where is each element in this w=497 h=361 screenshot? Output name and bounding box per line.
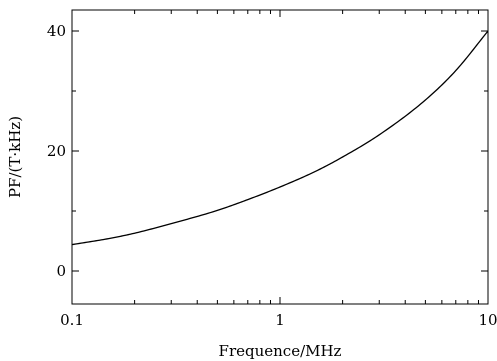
y-tick-label: 0 bbox=[56, 262, 66, 280]
x-axis-label: Frequence/MHz bbox=[219, 342, 342, 360]
y-tick-label: 20 bbox=[47, 142, 66, 160]
tick-labels: 0.1 1 10 0 20 40 bbox=[47, 22, 497, 329]
x-tick-label: 1 bbox=[275, 311, 285, 329]
plot-frame bbox=[71, 9, 489, 305]
x-tick-label: 10 bbox=[478, 311, 497, 329]
y-tick-label: 40 bbox=[47, 22, 66, 40]
x-tick-label: 0.1 bbox=[60, 311, 84, 329]
series bbox=[71, 30, 489, 246]
y-axis-label: PF/(T·kHz) bbox=[6, 116, 24, 198]
series-line bbox=[71, 30, 489, 246]
ticks bbox=[71, 10, 489, 304]
